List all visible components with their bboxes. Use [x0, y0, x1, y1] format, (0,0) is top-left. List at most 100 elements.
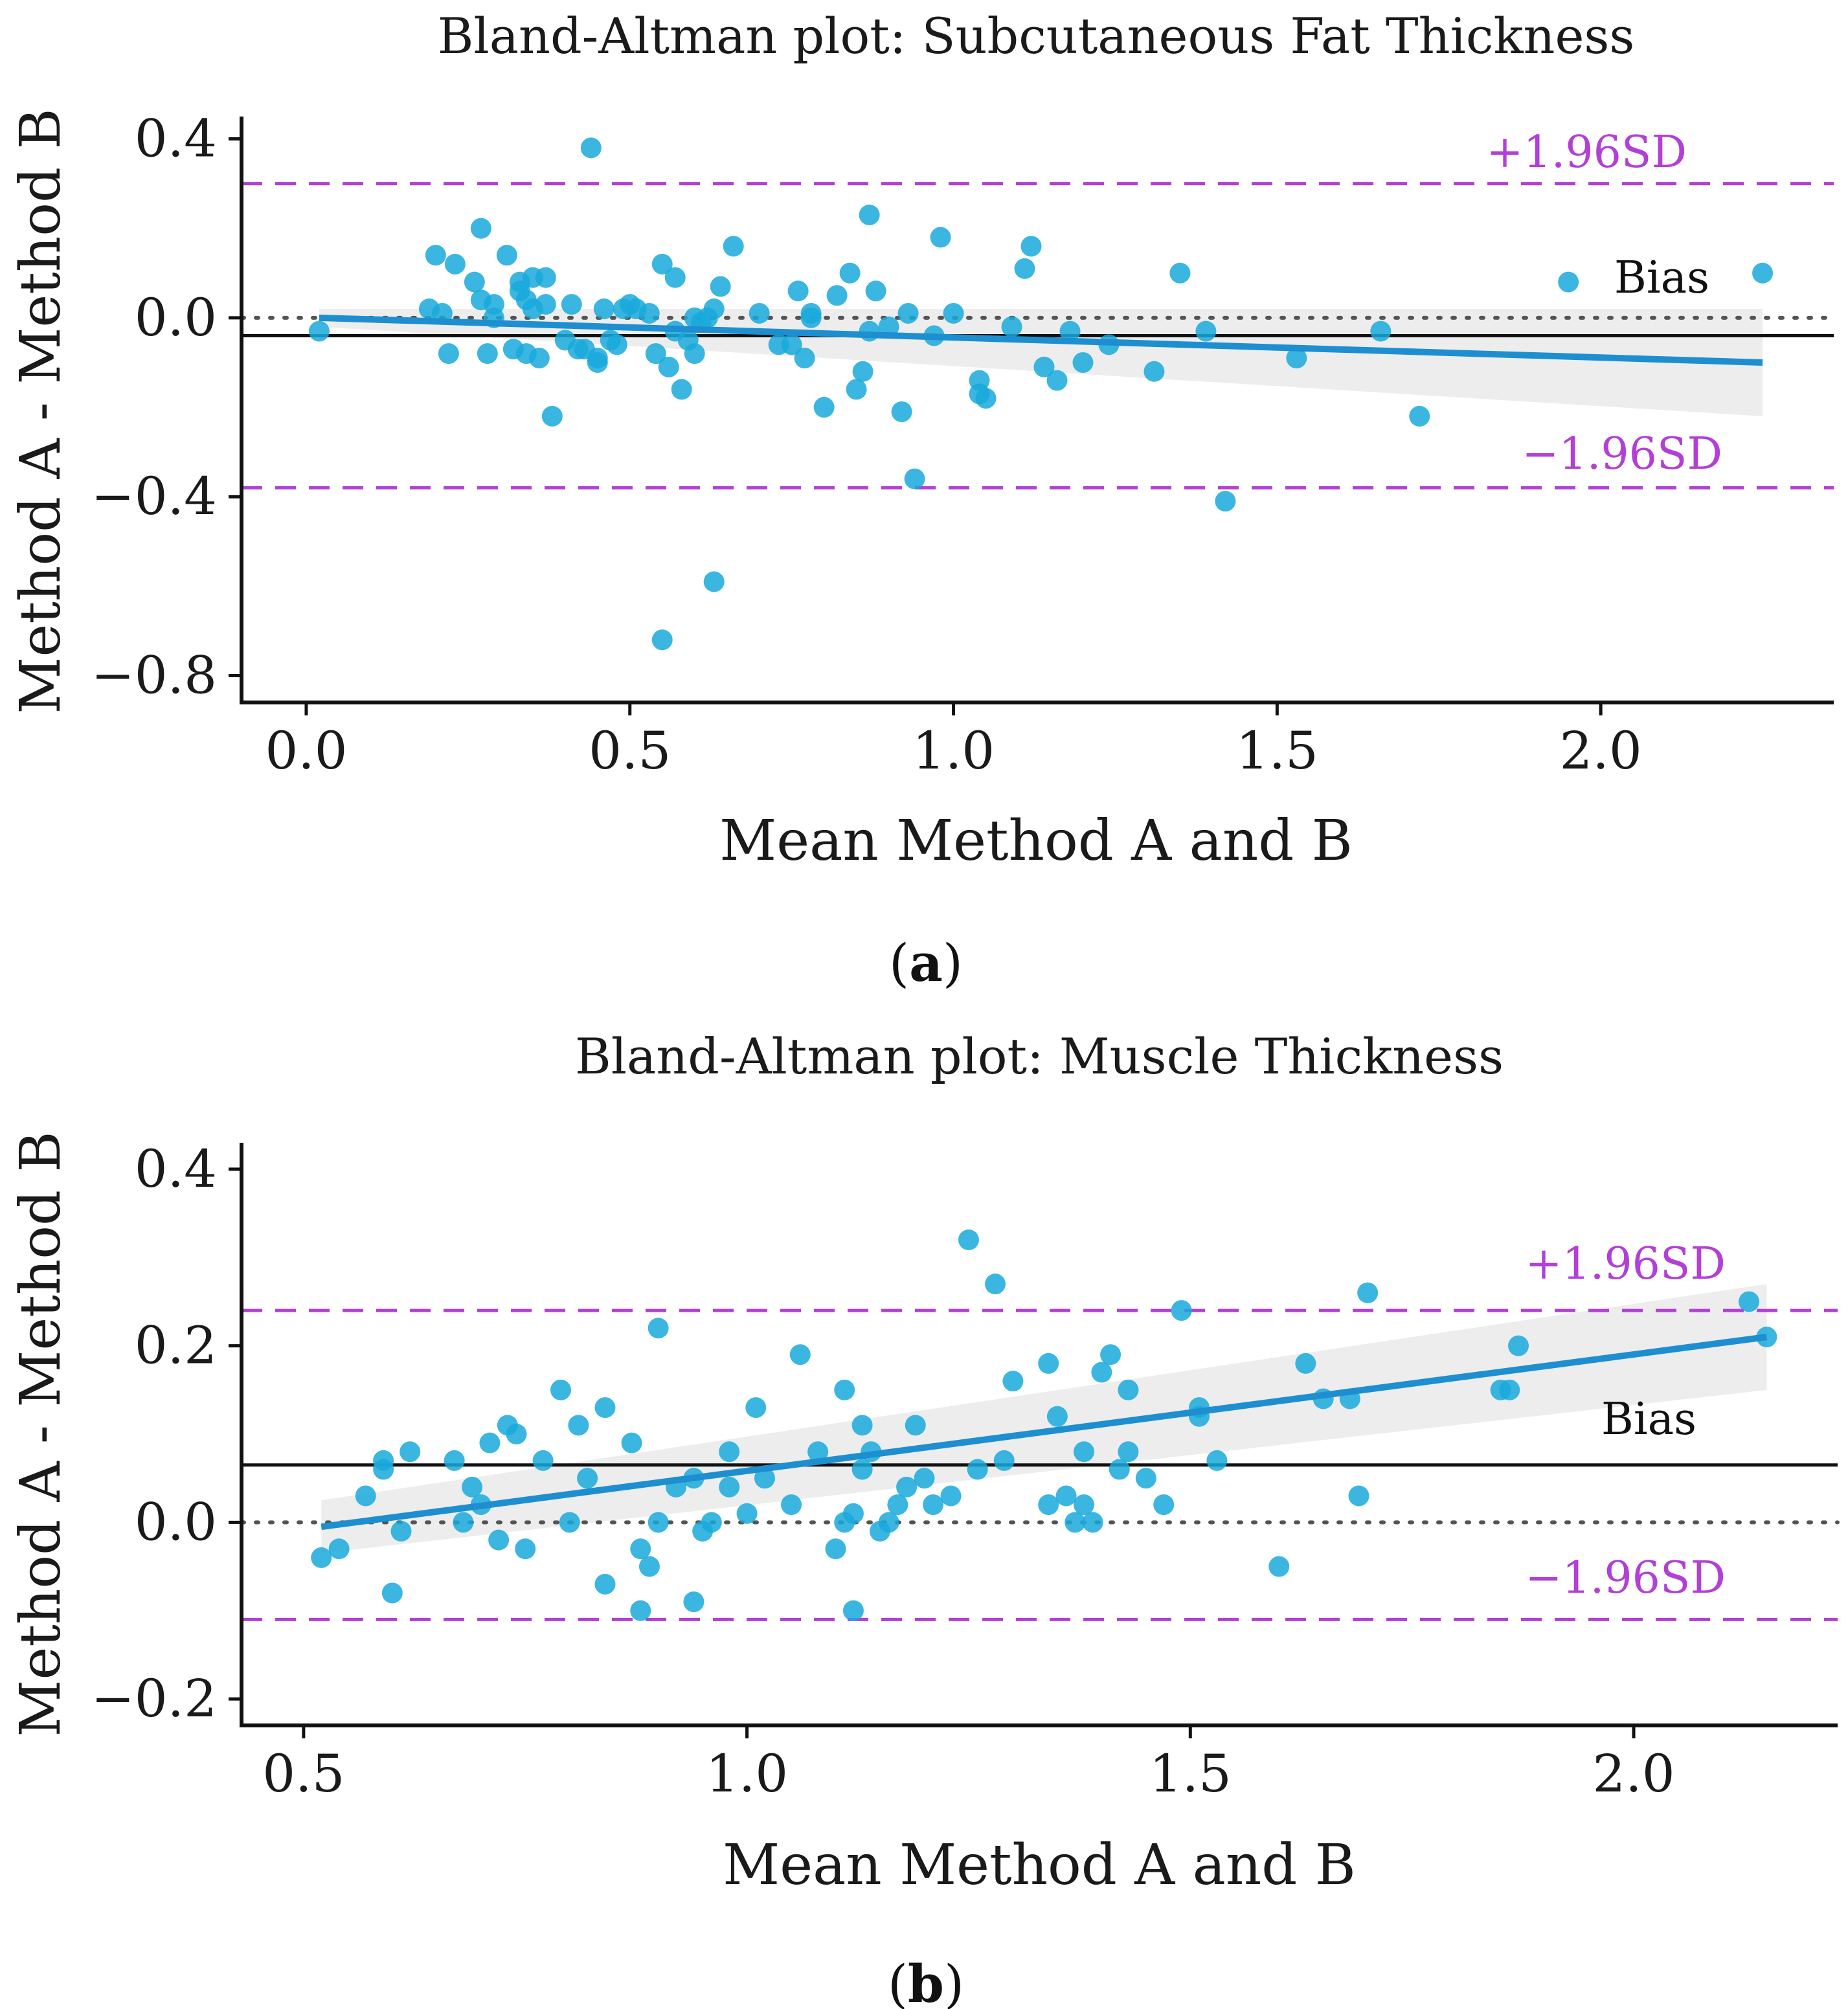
- panel-a-data-point: [535, 267, 556, 288]
- panel-a-data-point: [587, 348, 608, 369]
- panel-a-data-point: [1195, 320, 1217, 342]
- panel-a-data-point: [593, 298, 614, 320]
- panel-a-data-point: [464, 271, 485, 293]
- panel-b-data-point: [736, 1503, 758, 1524]
- panel-b-data-point: [842, 1600, 864, 1621]
- panel-b-title: Bland-Altman plot: Muscle Thickness: [575, 1027, 1504, 1085]
- panel-a-data-point: [528, 348, 550, 369]
- panel-a-data-point: [1370, 320, 1392, 342]
- panel-a-data-point: [1033, 356, 1055, 377]
- panel-b-data-point: [1739, 1291, 1760, 1312]
- panel-b-data-point: [825, 1538, 846, 1560]
- panel-a-data-point: [645, 343, 666, 365]
- panel-b-data-point: [745, 1397, 767, 1419]
- panel-a-caption-letter: a: [909, 932, 943, 993]
- panel-b-data-point: [1055, 1485, 1077, 1507]
- panel-a-data-point: [438, 343, 459, 365]
- panel-b-data-point: [789, 1344, 811, 1365]
- panel-a-data-point: [1144, 361, 1165, 382]
- panel-b-axes: 0.5 1.0 1.5 2.0 0.4 0.2 0.0 −0.2: [91, 1139, 1838, 1804]
- panel-a-data-point: [638, 302, 660, 324]
- panel-a-data-point: [1020, 236, 1042, 257]
- panel-b-x-tick-label: 2.0: [1592, 1744, 1674, 1804]
- panel-b-data-point: [638, 1556, 660, 1577]
- panel-a-data-point: [477, 343, 498, 365]
- panel-a-points: [308, 137, 1774, 651]
- panel-b-data-point: [621, 1432, 642, 1453]
- panel-a-data-point: [651, 629, 673, 651]
- panel-b-data-point: [488, 1529, 510, 1551]
- panel-a-data-point: [541, 405, 563, 427]
- panel-b-data-point: [648, 1318, 669, 1339]
- panel-a-data-point: [813, 397, 835, 418]
- panel-b-data-point: [1206, 1450, 1228, 1471]
- panel-b-data-point: [444, 1450, 465, 1471]
- panel-a-data-point: [671, 379, 692, 400]
- panel-a-data-point: [1072, 352, 1094, 373]
- panel-a-data-point: [897, 302, 919, 324]
- panel-b-data-point: [630, 1538, 651, 1560]
- panel-b-x-axis-title: Mean Method A and B: [723, 1833, 1356, 1898]
- panel-b: Bland-Altman plot: Muscle Thickness 0.5 1…: [8, 1027, 1840, 2009]
- panel-a-data-point: [891, 401, 912, 422]
- panel-b-data-point: [1038, 1494, 1059, 1516]
- panel-b-data-point: [1295, 1352, 1316, 1374]
- panel-b-data-point: [1109, 1459, 1130, 1480]
- panel-a-data-point: [846, 379, 867, 400]
- panel-b-y-tick-label: 0.2: [135, 1316, 217, 1376]
- panel-a-data-point: [561, 294, 582, 315]
- panel-b-data-point: [479, 1432, 501, 1453]
- panel-b-data-point: [1499, 1379, 1520, 1400]
- panel-b-lower-limit-label: −1.96SD: [1526, 1553, 1726, 1604]
- panel-b-data-point: [453, 1512, 474, 1533]
- panel-a-data-point: [859, 204, 880, 225]
- panel-b-data-point: [940, 1485, 962, 1507]
- panel-b-data-point: [559, 1512, 580, 1533]
- panel-a-data-point: [904, 468, 925, 489]
- panel-b-data-point: [311, 1547, 332, 1568]
- panel-a-data-point: [470, 218, 491, 239]
- panel-b-data-point: [400, 1441, 421, 1463]
- panel-b-data-point: [754, 1468, 775, 1489]
- panel-b-data-point: [1118, 1379, 1139, 1400]
- panel-b-data-point: [1118, 1441, 1139, 1463]
- panel-b-data-point: [842, 1503, 864, 1524]
- panel-b-bias-label: Bias: [1601, 1394, 1696, 1445]
- panel-a-axes: 0.0 0.5 1.0 1.5 2.0 0.4 0.0 −0.4 −0.8: [91, 109, 1834, 781]
- panel-a-x-tick-label: 1.5: [1236, 721, 1318, 781]
- panel-a-fit-line: [319, 314, 1763, 366]
- panel-b-y-axis-title: Method A - Method B: [8, 1131, 73, 1736]
- panel-b-data-point: [887, 1494, 908, 1516]
- panel-b-data-point: [1038, 1352, 1059, 1374]
- panel-a-bias-label: Bias: [1614, 253, 1709, 304]
- panel-a-data-point: [425, 245, 446, 266]
- panel-a-data-point: [1014, 258, 1035, 279]
- panel-b-data-point: [683, 1591, 704, 1613]
- panel-b-data-point: [355, 1485, 376, 1507]
- panel-a-upper-limit-label: +1.96SD: [1487, 127, 1687, 178]
- panel-a-data-point: [930, 227, 951, 248]
- panel-a-data-point: [580, 137, 602, 159]
- panel-a-data-point: [1286, 348, 1307, 369]
- panel-a-data-point: [308, 320, 330, 342]
- panel-b-caption: (b): [888, 1953, 964, 2009]
- panel-a-data-point: [535, 294, 556, 315]
- panel-a: Bland-Altman plot: Subcutaneous Fat Thic…: [8, 7, 1836, 993]
- panel-b-data-point: [807, 1441, 829, 1463]
- panel-a-y-tick-label: 0.0: [135, 287, 217, 348]
- panel-a-data-point: [878, 316, 899, 337]
- panel-b-y-tick-label: 0.4: [135, 1139, 217, 1199]
- panel-b-data-point: [958, 1229, 979, 1250]
- panel-b-data-point: [568, 1415, 589, 1436]
- panel-b-data-point: [914, 1468, 935, 1489]
- panel-a-y-tick-label: −0.4: [91, 466, 217, 526]
- panel-a-data-point: [664, 267, 686, 288]
- panel-b-x-tick-label: 1.5: [1149, 1744, 1232, 1804]
- panel-a-data-point: [1169, 262, 1191, 284]
- panel-b-fit-line: [321, 1334, 1768, 1531]
- panel-b-data-point: [701, 1512, 722, 1533]
- panel-a-y-tick-label: −0.8: [91, 645, 217, 706]
- panel-b-data-point: [648, 1512, 669, 1533]
- panel-a-data-point: [749, 302, 770, 324]
- panel-a-data-point: [1001, 316, 1022, 337]
